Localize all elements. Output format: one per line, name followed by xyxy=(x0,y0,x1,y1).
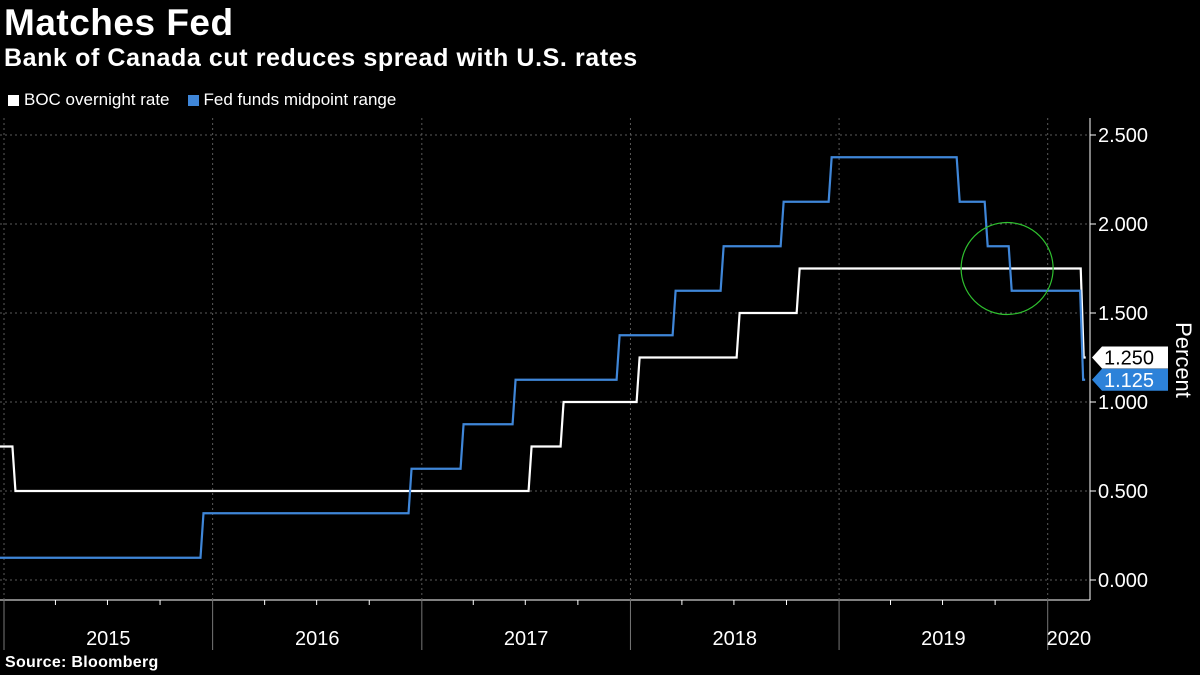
x-tick-label: 2015 xyxy=(86,628,131,650)
legend-item-fed: Fed funds midpoint range xyxy=(187,90,397,110)
y-tick-label: 0.500 xyxy=(1098,481,1148,503)
y-tick-label: 2.000 xyxy=(1098,214,1148,236)
legend-swatch-fed xyxy=(187,94,199,106)
x-tick-label: 2016 xyxy=(295,628,340,650)
x-tick-label: 2018 xyxy=(713,628,758,650)
y-axis-title: Percent xyxy=(1171,322,1196,398)
label-box xyxy=(1092,368,1168,391)
source-note: Source: Bloomberg xyxy=(5,654,159,671)
label-box xyxy=(1092,346,1168,369)
last-value-label-fed: 1.125 xyxy=(1092,368,1168,392)
highlight-circle xyxy=(960,221,1054,316)
boc-line xyxy=(0,267,1086,493)
legend: BOC overnight rate Fed funds midpoint ra… xyxy=(8,90,414,110)
last-value-label-boc: 1.250 xyxy=(1092,346,1168,370)
label-text: 1.250 xyxy=(1104,348,1154,370)
y-tick-label: 1.500 xyxy=(1098,303,1148,325)
y-tick-label: 0.000 xyxy=(1098,570,1148,592)
legend-label-fed: Fed funds midpoint range xyxy=(203,90,397,109)
y-tick-label: 2.500 xyxy=(1098,125,1148,147)
chart-subtitle: Bank of Canada cut reduces spread with U… xyxy=(4,44,638,72)
chart-title: Matches Fed xyxy=(4,2,234,43)
legend-swatch-boc xyxy=(8,94,19,106)
legend-label-boc: BOC overnight rate xyxy=(24,90,170,109)
label-text: 1.125 xyxy=(1104,370,1154,392)
x-tick-label: 2019 xyxy=(921,628,966,650)
fed-line xyxy=(0,156,1086,559)
legend-item-boc: BOC overnight rate xyxy=(8,90,170,110)
x-tick-label: 2017 xyxy=(504,628,549,650)
y-tick-label: 1.000 xyxy=(1098,392,1148,414)
x-tick-label: 2020 xyxy=(1047,628,1092,650)
